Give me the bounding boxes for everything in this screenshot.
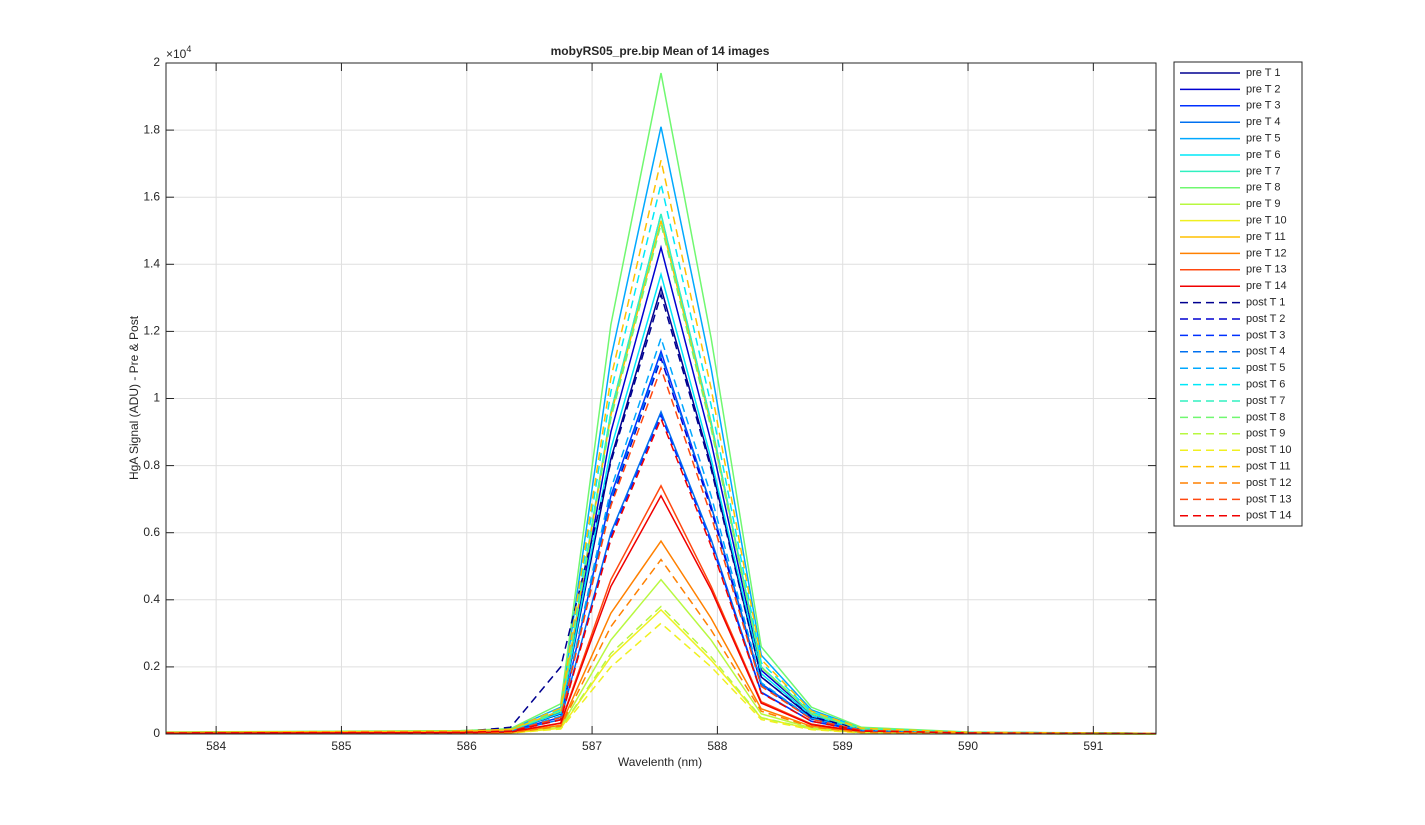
legend-label: pre T 10 — [1246, 215, 1287, 227]
legend-label: post T 10 — [1246, 444, 1291, 456]
y-exponent: ×104 — [166, 44, 191, 61]
y-tick-label: 0.2 — [143, 659, 160, 673]
y-tick-label: 1 — [153, 391, 160, 405]
legend-label: post T 1 — [1246, 297, 1285, 309]
legend-label: post T 5 — [1246, 362, 1285, 374]
y-tick-label: 0 — [153, 726, 160, 740]
legend-label: pre T 9 — [1246, 198, 1280, 210]
legend-label: pre T 3 — [1246, 100, 1280, 112]
legend-label: pre T 2 — [1246, 83, 1280, 95]
legend-label: pre T 14 — [1246, 280, 1287, 292]
legend-label: pre T 12 — [1246, 247, 1287, 259]
legend-label: pre T 7 — [1246, 165, 1280, 177]
legend-box — [1173, 61, 1303, 527]
legend-label: post T 13 — [1246, 493, 1291, 505]
legend-label: pre T 6 — [1246, 149, 1280, 161]
chart-title: mobyRS05_pre.bip Mean of 14 images — [551, 44, 770, 58]
series-line — [165, 291, 1157, 735]
x-tick-label: 585 — [331, 739, 351, 753]
legend: pre T 1 pre T 2 pre T 3 pre T 4 pre T 5 pre T… — [1180, 67, 1291, 522]
x-tick-label: 587 — [582, 739, 602, 753]
legend-label: post T 7 — [1246, 395, 1285, 407]
legend-label: post T 8 — [1246, 411, 1285, 423]
y-tick-label: 1.8 — [143, 122, 160, 136]
legend-label: post T 2 — [1246, 313, 1285, 325]
legend-label: post T 4 — [1246, 346, 1285, 358]
legend-label: pre T 8 — [1246, 182, 1280, 194]
y-tick-label: 0.6 — [143, 525, 160, 539]
x-tick-label: 591 — [1083, 739, 1103, 753]
series-line — [165, 160, 1157, 735]
legend-label: post T 6 — [1246, 379, 1285, 391]
series-line — [165, 223, 1157, 735]
legend-label: pre T 5 — [1246, 133, 1280, 145]
y-tick-label: 1.4 — [143, 256, 160, 270]
y-tick-label: 1.6 — [143, 189, 160, 203]
series-line — [165, 416, 1157, 735]
legend-label: post T 11 — [1246, 461, 1291, 473]
legend-label: post T 3 — [1246, 329, 1285, 341]
legend-label: post T 14 — [1246, 510, 1291, 522]
legend-label: post T 9 — [1246, 428, 1285, 440]
x-tick-label: 589 — [833, 739, 853, 753]
plot-lines — [165, 72, 1157, 735]
x-tick-label: 586 — [457, 739, 477, 753]
series-line — [165, 72, 1157, 735]
y-axis-label: HgA Signal (ADU) - Pre & Post — [127, 315, 141, 480]
y-tick-label: 0.4 — [143, 592, 160, 606]
tick-layer: 584 585 586 587 588 589 590 591 0 0.2 0.4 0.6 0.8 1 1.… — [143, 55, 1156, 753]
y-exponent-base: ×10 — [166, 47, 187, 61]
legend-label: pre T 13 — [1246, 264, 1287, 276]
y-exponent-power: 4 — [186, 44, 191, 54]
series-line — [165, 622, 1157, 735]
y-tick-label: 0.8 — [143, 458, 160, 472]
x-axis-label: Wavelenth (nm) — [618, 755, 702, 769]
legend-label: pre T 4 — [1246, 116, 1280, 128]
series-line — [165, 352, 1157, 735]
x-tick-label: 584 — [206, 739, 226, 753]
x-tick-label: 590 — [958, 739, 978, 753]
legend-label: pre T 11 — [1246, 231, 1286, 243]
y-tick-label: 2 — [153, 55, 160, 69]
y-tick-label: 1.2 — [143, 324, 160, 338]
legend-label: pre T 1 — [1246, 67, 1280, 79]
legend-label: post T 12 — [1246, 477, 1291, 489]
x-tick-label: 588 — [707, 739, 727, 753]
